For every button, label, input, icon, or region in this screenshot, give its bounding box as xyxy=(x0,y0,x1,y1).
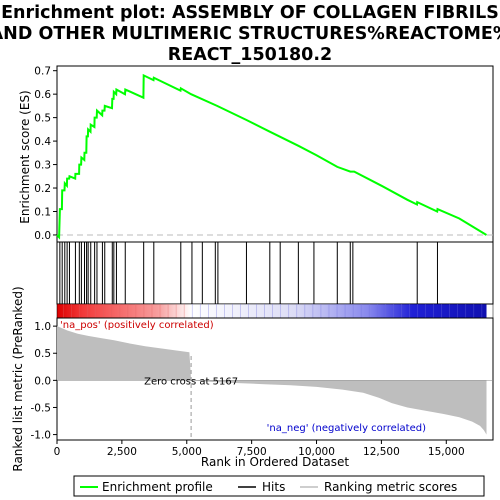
metric-y-tick-label: -1.0 xyxy=(31,430,52,442)
es-y-tick-label: 0.7 xyxy=(34,66,51,78)
es-y-tick-label: 0.0 xyxy=(34,230,51,242)
enrichment-profile-line xyxy=(56,73,488,240)
chart-legend: Enrichment profile Hits Ranking metric s… xyxy=(73,475,485,497)
metric-y-tick-label: 1.0 xyxy=(34,321,51,333)
chart-title-line-3: REACT_150180.2 xyxy=(168,45,332,65)
x-axis: 0 2,500 5,000 7,500 10,000 12,500 15,000 xyxy=(54,440,465,458)
es-y-tick-label: 0.2 xyxy=(34,183,51,195)
metric-y-tick-label: 0.5 xyxy=(34,348,51,360)
ranking-colorbar xyxy=(56,303,494,319)
positive-correlation-label: 'na_pos' (positively correlated) xyxy=(60,320,214,331)
x-tick-label: 0 xyxy=(54,446,61,458)
x-tick-label: 15,000 xyxy=(428,446,465,458)
metric-y-axis-label: Ranked list metric (PreRanked) xyxy=(11,286,25,471)
es-y-tick-label: 0.6 xyxy=(34,89,51,101)
metric-panel: 1.0 0.5 0.0 -0.5 -1.0 Zero cross at 5167 'na… xyxy=(31,317,494,442)
x-axis-label: Rank in Ordered Dataset xyxy=(201,455,349,469)
legend-hits-label: Hits xyxy=(262,480,285,494)
chart-title-line-1: Enrichment plot: ASSEMBLY OF COLLAGEN FI… xyxy=(1,3,499,23)
metric-y-tick-label: 0.0 xyxy=(34,375,51,387)
metric-y-tick-label: -0.5 xyxy=(31,402,52,414)
ranking-metric-area xyxy=(57,326,487,435)
x-tick-label: 5,000 xyxy=(172,446,202,458)
zero-cross-label: Zero cross at 5167 xyxy=(144,376,238,387)
es-y-tick-label: 0.3 xyxy=(34,160,51,172)
es-y-tick-label: 0.1 xyxy=(34,206,51,218)
es-panel: 0.0 0.1 0.2 0.3 0.4 0.5 0.6 0.7 xyxy=(34,65,494,243)
es-y-tick-label: 0.4 xyxy=(34,136,51,148)
x-tick-label: 7,500 xyxy=(237,446,267,458)
x-tick-label: 12,500 xyxy=(363,446,400,458)
negative-correlation-label: 'na_neg' (negatively correlated) xyxy=(267,423,426,434)
legend-frame xyxy=(73,475,485,497)
x-tick-label: 2,500 xyxy=(107,446,137,458)
x-tick-label: 10,000 xyxy=(298,446,335,458)
hits-panel xyxy=(56,241,494,305)
chart-title-line-2: AND OTHER MULTIMERIC STRUCTURES%REACTOME… xyxy=(0,24,500,44)
es-y-tick-label: 0.5 xyxy=(34,113,51,125)
colorbar-gradient xyxy=(57,304,487,318)
es-y-axis-label: Enrichment score (ES) xyxy=(18,90,32,223)
legend-ranking-label: Ranking metric scores xyxy=(324,480,457,494)
legend-enrichment-label: Enrichment profile xyxy=(102,480,213,494)
